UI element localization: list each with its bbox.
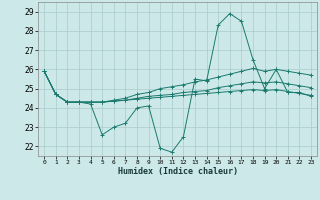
X-axis label: Humidex (Indice chaleur): Humidex (Indice chaleur)	[118, 167, 238, 176]
